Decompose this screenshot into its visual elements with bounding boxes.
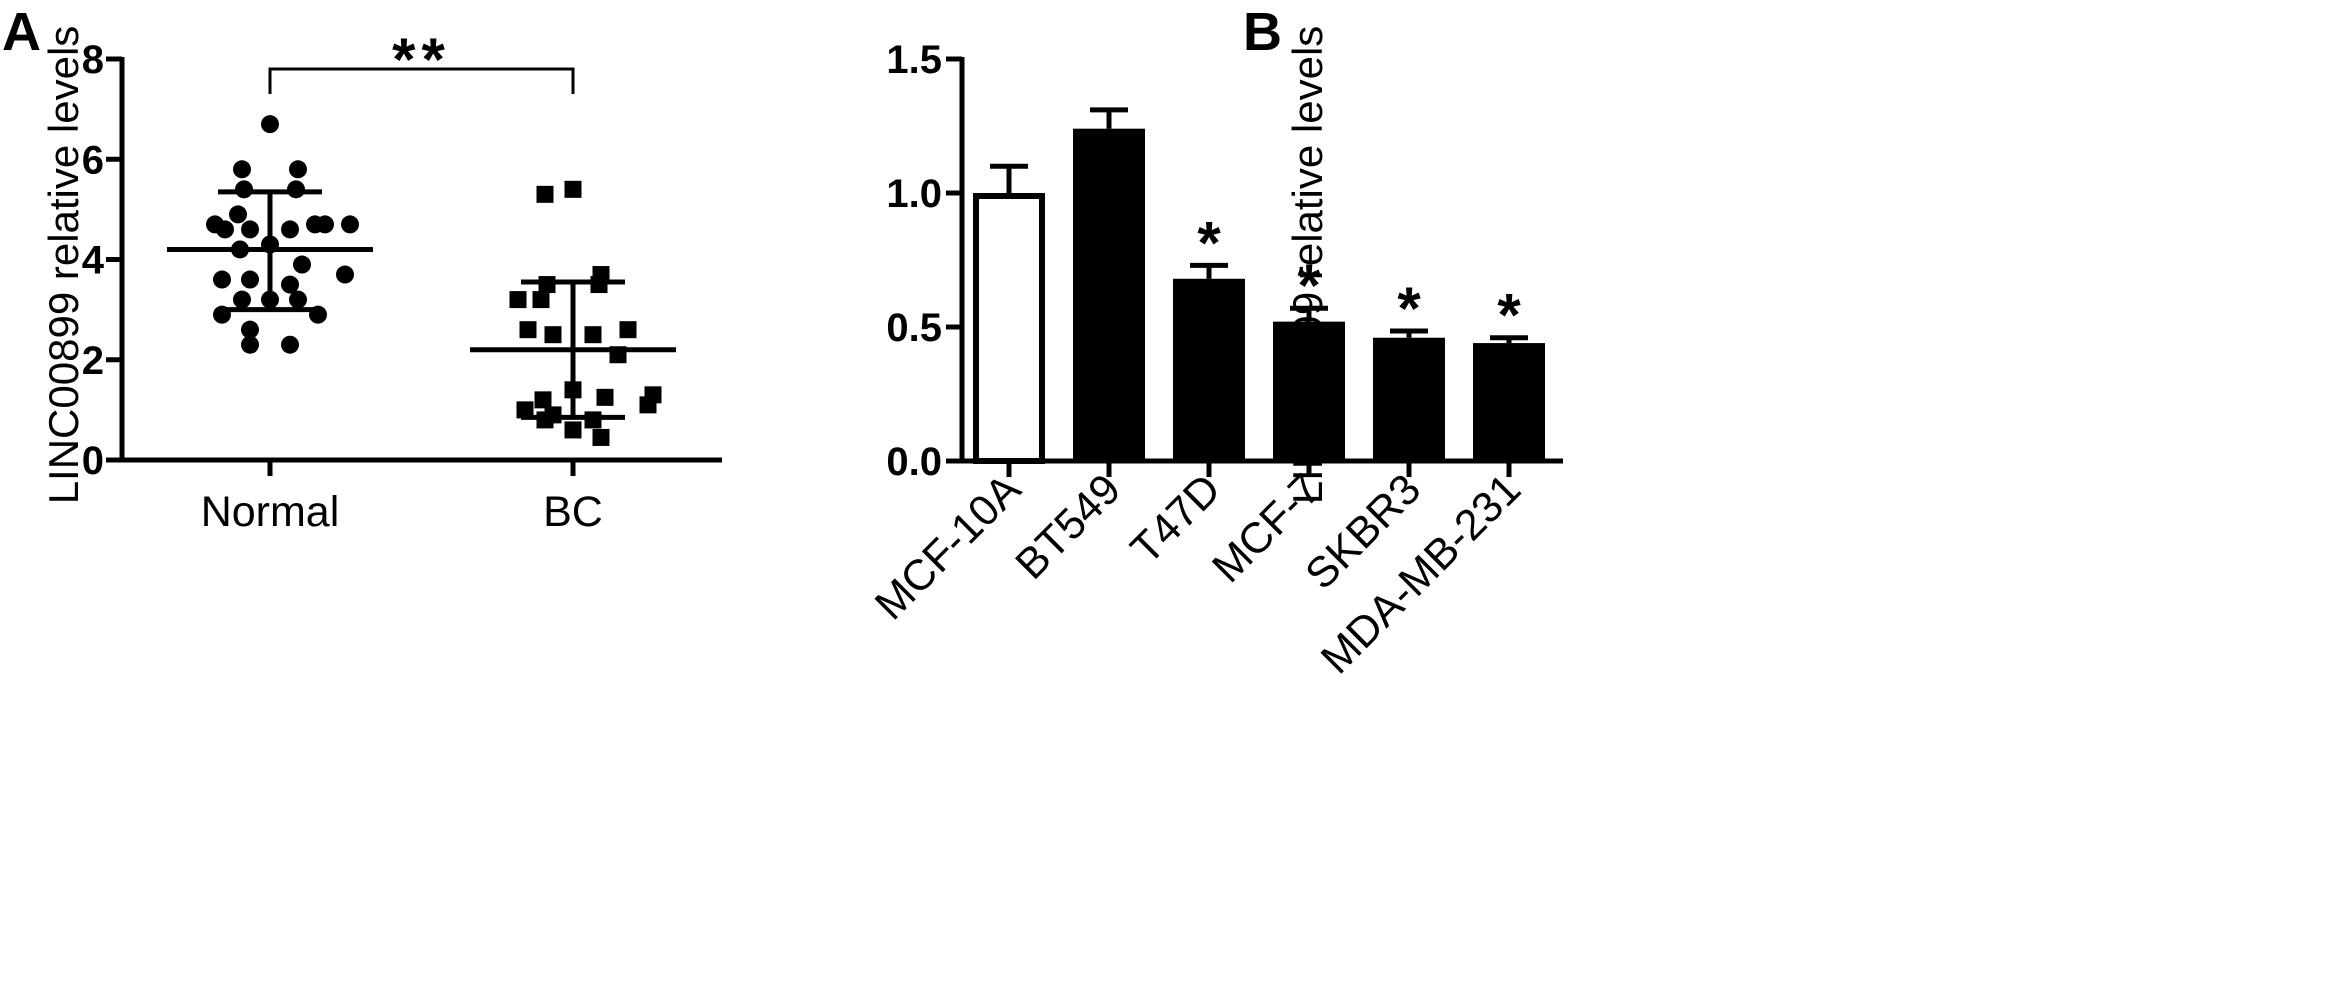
panel-a-significance-label: ** <box>392 26 451 93</box>
panel-a-label: A <box>2 2 41 62</box>
panel-b-y-tick-label: 1.0 <box>886 172 942 216</box>
panel-a-point-normal <box>306 215 324 234</box>
panel-a-point-normal <box>293 255 311 274</box>
panel-a-point-normal <box>241 320 259 339</box>
panel-a-point-normal <box>241 335 259 354</box>
panel-a-point-normal <box>216 220 234 239</box>
panel-b-x-tick-label: BT549 <box>1007 465 1131 589</box>
panel-b-bar <box>1173 278 1245 461</box>
panel-a-y-tick-label: 8 <box>82 38 104 82</box>
panel-a-point-normal <box>233 290 251 309</box>
panel-a-point-bc <box>536 185 554 203</box>
panel-b-y-tick-label: 1.5 <box>886 38 942 82</box>
panel-a-significance-bracket <box>268 67 575 94</box>
panel-a-x-tick-label: BC <box>543 488 603 536</box>
panel-a-point-normal <box>241 270 259 289</box>
panel-a-point-normal <box>289 290 307 309</box>
panel-b-significance-label: * <box>1397 275 1421 342</box>
panel-b-bar <box>1073 128 1145 461</box>
panel-a-y-tick-label: 2 <box>82 339 104 383</box>
panel-a-point-normal <box>229 205 247 224</box>
panel-a-point-bc <box>544 326 562 344</box>
panel-b-significance-label: * <box>1497 282 1521 349</box>
panel-b-y-tick-label: 0.0 <box>886 440 942 484</box>
panel-a-x-tick-label: Normal <box>201 488 340 536</box>
panel-a-point-normal <box>241 220 259 239</box>
panel-a-point-normal <box>261 115 279 134</box>
panel-b: B LINC00899 relative levels 0.00.51.01.5… <box>866 2 1563 683</box>
panel-a-point-normal <box>281 220 299 239</box>
panel-a-point-normal <box>235 180 253 199</box>
panel-b-bar <box>1373 337 1445 461</box>
panel-a-point-bc <box>564 421 582 439</box>
panel-a-point-normal <box>233 160 251 179</box>
panel-a-point-bc <box>584 411 602 429</box>
panel-b-significance-label: * <box>1197 209 1221 276</box>
panel-a-y-tick-label: 0 <box>82 439 104 483</box>
panel-a-point-bc <box>532 291 550 309</box>
panel-a-point-bc <box>536 411 554 429</box>
panel-a-point-normal <box>281 275 299 294</box>
panel-a-point-bc <box>538 276 556 294</box>
panel-a-point-normal <box>281 335 299 354</box>
panel-b-label: B <box>1243 2 1282 62</box>
panel-a-point-normal <box>289 160 307 179</box>
panel-a-point-normal <box>341 215 359 234</box>
panel-a-point-bc <box>584 326 602 344</box>
panel-a-point-bc <box>596 388 614 406</box>
panel-b-bar <box>973 193 1045 464</box>
panel-b-bar <box>1273 321 1345 461</box>
panel-a-point-normal <box>213 270 231 289</box>
panel-a-point-normal <box>336 265 354 284</box>
panel-a-y-axis-label: LINC00899 relative levels <box>40 26 87 505</box>
panel-a-y-tick-label: 4 <box>82 239 105 283</box>
panel-a: A LINC00899 relative levels 0 2 4 6 8 Normal B… <box>2 2 722 536</box>
panel-a-point-bc <box>509 291 527 309</box>
panel-b-bar <box>1473 343 1545 461</box>
panel-a-point-bc <box>619 321 637 339</box>
panel-a-point-bc <box>590 276 608 294</box>
panel-a-point-bc <box>564 180 582 198</box>
panel-a-y-tick-label: 6 <box>82 138 104 182</box>
panel-a-point-bc <box>639 396 657 414</box>
panel-a-point-bc <box>516 401 534 419</box>
panel-b-y-tick-label: 0.5 <box>886 306 942 350</box>
panel-b-significance-label: * <box>1297 252 1321 319</box>
panel-b-x-tick-label: MCF-10A <box>866 465 1030 629</box>
panel-a-point-bc <box>592 428 610 446</box>
panel-a-point-bc <box>534 391 552 409</box>
panel-a-point-normal <box>287 180 305 199</box>
panel-a-point-bc <box>519 321 537 339</box>
